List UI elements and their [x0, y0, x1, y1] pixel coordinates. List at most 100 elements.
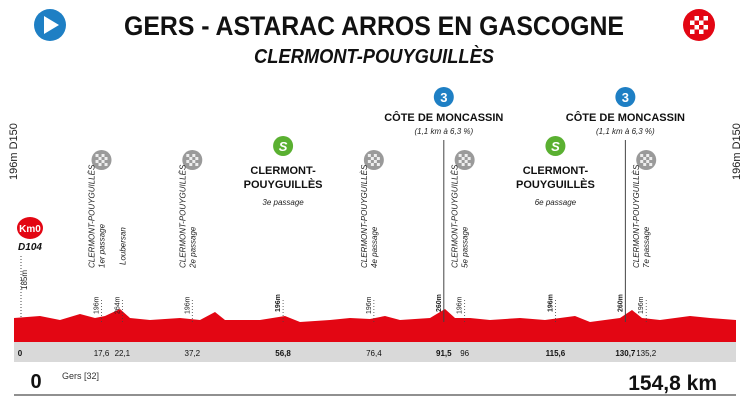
altitude-label: 196m — [275, 294, 282, 312]
checker-square — [189, 157, 193, 160]
checker-square — [646, 154, 650, 157]
place-name: CLERMONT-POUYGUILLÈS — [632, 164, 641, 268]
km0-text: Km0 — [19, 224, 41, 235]
place-name: POUYGUILLÈS — [244, 178, 323, 191]
distance-label: 135,2 — [636, 349, 657, 358]
checker-square — [464, 154, 468, 157]
altitude-label: 196m — [457, 296, 464, 314]
side-label-right: 196m D150 — [731, 123, 743, 180]
sprint-icon — [273, 136, 294, 156]
place-name: CLERMONT-POUYGUILLÈS — [360, 164, 369, 268]
checker-square — [646, 160, 650, 163]
checker-square — [461, 157, 465, 160]
distance-band — [14, 342, 736, 362]
checker-square — [467, 157, 471, 160]
checker-square — [458, 154, 462, 157]
checker-square — [373, 160, 377, 163]
distance-label: 115,6 — [546, 349, 566, 358]
subtitle: CLERMONT-POUYGUILLÈS — [254, 45, 495, 68]
passage-note: 4e passage — [370, 226, 379, 268]
checker-square — [461, 163, 465, 166]
origin-label: 0 — [30, 371, 41, 393]
altitude-label: 260m — [436, 294, 443, 312]
place-name: CLERMONT- — [523, 165, 589, 177]
checker-square — [104, 163, 108, 166]
passage-note: 5e passage — [461, 226, 470, 268]
checker-square — [464, 160, 468, 163]
sprint-icon — [545, 136, 566, 156]
sprint-icon-text: S — [279, 139, 288, 154]
checker-square — [367, 160, 371, 163]
place-name: CLERMONT- — [250, 165, 316, 177]
start-road: D104 — [18, 242, 42, 253]
checker-square — [101, 154, 105, 157]
distance-label: 96 — [460, 349, 469, 358]
checker-square — [373, 154, 377, 157]
climb-icon — [615, 87, 636, 107]
place-name: POUYGUILLÈS — [516, 178, 595, 191]
title: GERS - ASTARAC ARROS EN GASCOGNE — [124, 11, 624, 41]
finish-icon — [683, 9, 715, 41]
checker-square — [186, 160, 190, 163]
altitude-label: 196m — [184, 296, 191, 314]
checker-square — [95, 154, 99, 157]
distance-label: 0 — [18, 349, 23, 358]
total-distance: 154,8 km — [628, 372, 717, 395]
checker-square — [98, 157, 102, 160]
distance-label: 56,8 — [275, 349, 291, 358]
passage-note: 1er passage — [98, 223, 107, 268]
checker-square — [104, 157, 108, 160]
checker-square — [95, 160, 99, 163]
climb-name: CÔTE DE MONCASSIN — [384, 111, 503, 124]
distance-label: 22,1 — [115, 349, 131, 358]
checker-square — [367, 154, 371, 157]
climb-icon-text: 3 — [622, 90, 629, 105]
start-arrow — [44, 16, 59, 34]
checker-square — [186, 154, 190, 157]
place-name: Loubersan — [118, 227, 127, 265]
checker-square — [640, 160, 644, 163]
climb-note: (1,1 km à 6,3 %) — [414, 127, 473, 136]
altitude-label: 264m — [114, 296, 121, 314]
altitude-label: 196m — [638, 296, 645, 314]
checker-square — [195, 163, 199, 166]
passage-note: 3e passage — [262, 198, 304, 207]
checker-square — [101, 160, 105, 163]
altitude-label: 260m — [617, 294, 624, 312]
checker-square — [192, 154, 196, 157]
distance-label: 130,7 — [615, 349, 636, 358]
km0-badge — [17, 217, 43, 239]
checker-square — [649, 163, 653, 166]
checker-square — [195, 157, 199, 160]
elevation-area — [14, 309, 736, 342]
climb-name: CÔTE DE MONCASSIN — [566, 111, 685, 124]
start-altitude: 185m — [20, 270, 29, 290]
distance-label: 76,4 — [366, 349, 382, 358]
climb-icon-text: 3 — [440, 90, 447, 105]
climb-icon — [433, 87, 454, 107]
checker-square — [189, 163, 193, 166]
altitude-label: 196m — [94, 296, 101, 314]
passage-note: 2e passage — [188, 226, 197, 269]
passage-note: 7e passage — [642, 226, 651, 268]
climb-note: (1,1 km à 6,3 %) — [596, 127, 655, 136]
checker-square — [376, 157, 380, 160]
place-name: CLERMONT-POUYGUILLÈS — [451, 164, 460, 268]
distance-label: 91,5 — [436, 349, 452, 358]
checker-square — [467, 163, 471, 166]
distance-label: 37,2 — [185, 349, 201, 358]
checker-square — [370, 157, 374, 160]
distance-label: 17,6 — [94, 349, 110, 358]
checker-square — [458, 160, 462, 163]
place-name: CLERMONT-POUYGUILLÈS — [178, 164, 187, 268]
checker-square — [98, 163, 102, 166]
checker-square — [640, 154, 644, 157]
checker-square — [643, 157, 647, 160]
passage-note: 6e passage — [535, 198, 577, 207]
sprint-icon-text: S — [551, 139, 560, 154]
altitude-label: 196m — [366, 296, 373, 314]
checker-square — [192, 160, 196, 163]
place-name: CLERMONT-POUYGUILLÈS — [88, 164, 97, 268]
altitude-label: 196m — [547, 294, 554, 312]
